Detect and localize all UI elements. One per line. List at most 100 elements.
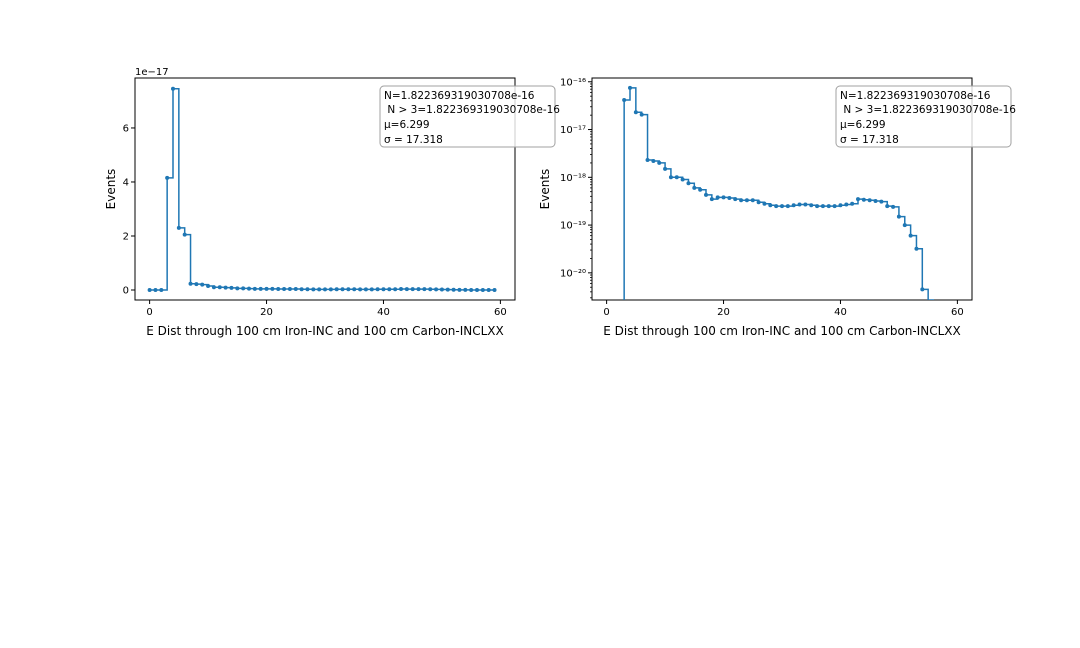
data-point [663,166,668,171]
y-tick-label: 0 [123,286,129,297]
data-point [147,288,152,293]
data-point [750,198,755,203]
data-point [165,175,170,180]
data-point [733,197,738,202]
data-point [756,200,761,205]
data-point [200,282,205,287]
data-point [739,198,744,203]
data-point [188,281,193,286]
data-point [334,287,339,292]
stat-sigma: σ = 17.318 [840,134,899,146]
data-point [223,285,228,290]
data-point [358,287,363,292]
y-axis-ticks: 0 2 4 6 [123,123,135,297]
x-tick-label: 0 [603,307,609,318]
data-point [803,202,808,207]
data-point [422,287,427,292]
data-point [645,158,650,163]
data-point [861,197,866,202]
data-point [439,287,444,292]
data-point [299,287,304,292]
data-point [287,287,292,292]
data-point [820,204,825,209]
stat-n: N=1.822369319030708e-16 [384,90,535,102]
y-tick-label: 10⁻²⁰ [560,268,586,279]
x-tick-label: 60 [494,307,507,318]
data-point [293,287,298,292]
data-point [323,287,327,292]
stat-mean: μ=6.299 [840,119,886,131]
data-point [434,287,439,292]
data-point [346,287,351,292]
data-point [428,287,433,292]
y-offset-label: 1e−17 [135,67,169,78]
data-point [363,287,368,292]
data-point [698,187,703,192]
data-point [832,204,837,209]
data-point [153,288,158,293]
data-point [920,287,925,292]
data-point [709,197,714,202]
data-point [668,175,673,180]
data-point [797,202,802,207]
stat-n-above: N > 3=1.822369319030708e-16 [384,104,560,116]
x-tick-label: 40 [377,307,390,318]
data-point [785,204,790,209]
x-tick-label: 20 [717,307,730,318]
axes-frame [134,77,516,301]
y-tick-label: 4 [123,177,129,188]
data-point [264,286,269,291]
data-point [416,287,421,292]
axes-frame [591,77,973,301]
data-point [206,283,211,288]
log-scale-histogram: 0 20 40 60 10⁻²⁰ 10⁻¹⁹ 10⁻¹⁸ 10⁻¹⁷ 10⁻¹⁶ E Dist… [538,77,1016,338]
data-point [686,181,691,186]
x-tick-label: 0 [146,307,152,318]
data-point [480,288,485,293]
x-tick-label: 60 [951,307,964,318]
data-point [393,287,398,292]
data-point [171,86,175,91]
data-point [762,201,767,206]
data-point [727,195,732,200]
data-point [451,287,456,292]
data-point [896,214,901,219]
data-point [328,287,333,292]
stat-n-above: N > 3=1.822369319030708e-16 [840,104,1016,116]
data-point [475,288,479,293]
y-tick-label: 10⁻¹⁸ [560,173,586,184]
y-axis-ticks: 10⁻²⁰ 10⁻¹⁹ 10⁻¹⁸ 10⁻¹⁷ 10⁻¹⁶ [560,77,592,299]
data-point [217,285,222,290]
y-tick-label: 10⁻¹⁷ [560,125,586,136]
data-point [768,203,773,208]
data-point [809,203,814,208]
data-point [902,223,907,228]
data-point [715,195,720,200]
stat-n: N=1.822369319030708e-16 [840,90,991,102]
x-tick-label: 40 [834,307,847,318]
data-point [622,98,627,103]
data-point [282,287,287,292]
y-tick-label: 10⁻¹⁶ [560,77,586,88]
data-point [844,202,849,207]
data-point [369,287,374,292]
stats-box: N=1.822369319030708e-16 N > 3=1.82236931… [835,85,1016,148]
data-point [838,203,843,208]
data-point [229,285,234,290]
data-series [147,86,497,293]
data-point [194,282,199,287]
data-point [657,160,662,165]
x-axis-ticks: 0 20 40 60 [603,300,964,318]
data-point [247,286,251,291]
data-point [628,85,632,90]
data-point [311,287,316,292]
data-point [340,287,345,292]
data-point [317,287,322,292]
data-point [879,199,884,204]
data-point [305,287,310,292]
x-axis-label: E Dist through 100 cm Iron-INC and 100 c… [146,324,504,338]
linear-scale-histogram: 0 20 40 60 0 2 4 6 1e−17 E Dist through 100 cm… [104,67,560,338]
x-tick-label: 20 [260,307,273,318]
data-point [486,288,491,293]
